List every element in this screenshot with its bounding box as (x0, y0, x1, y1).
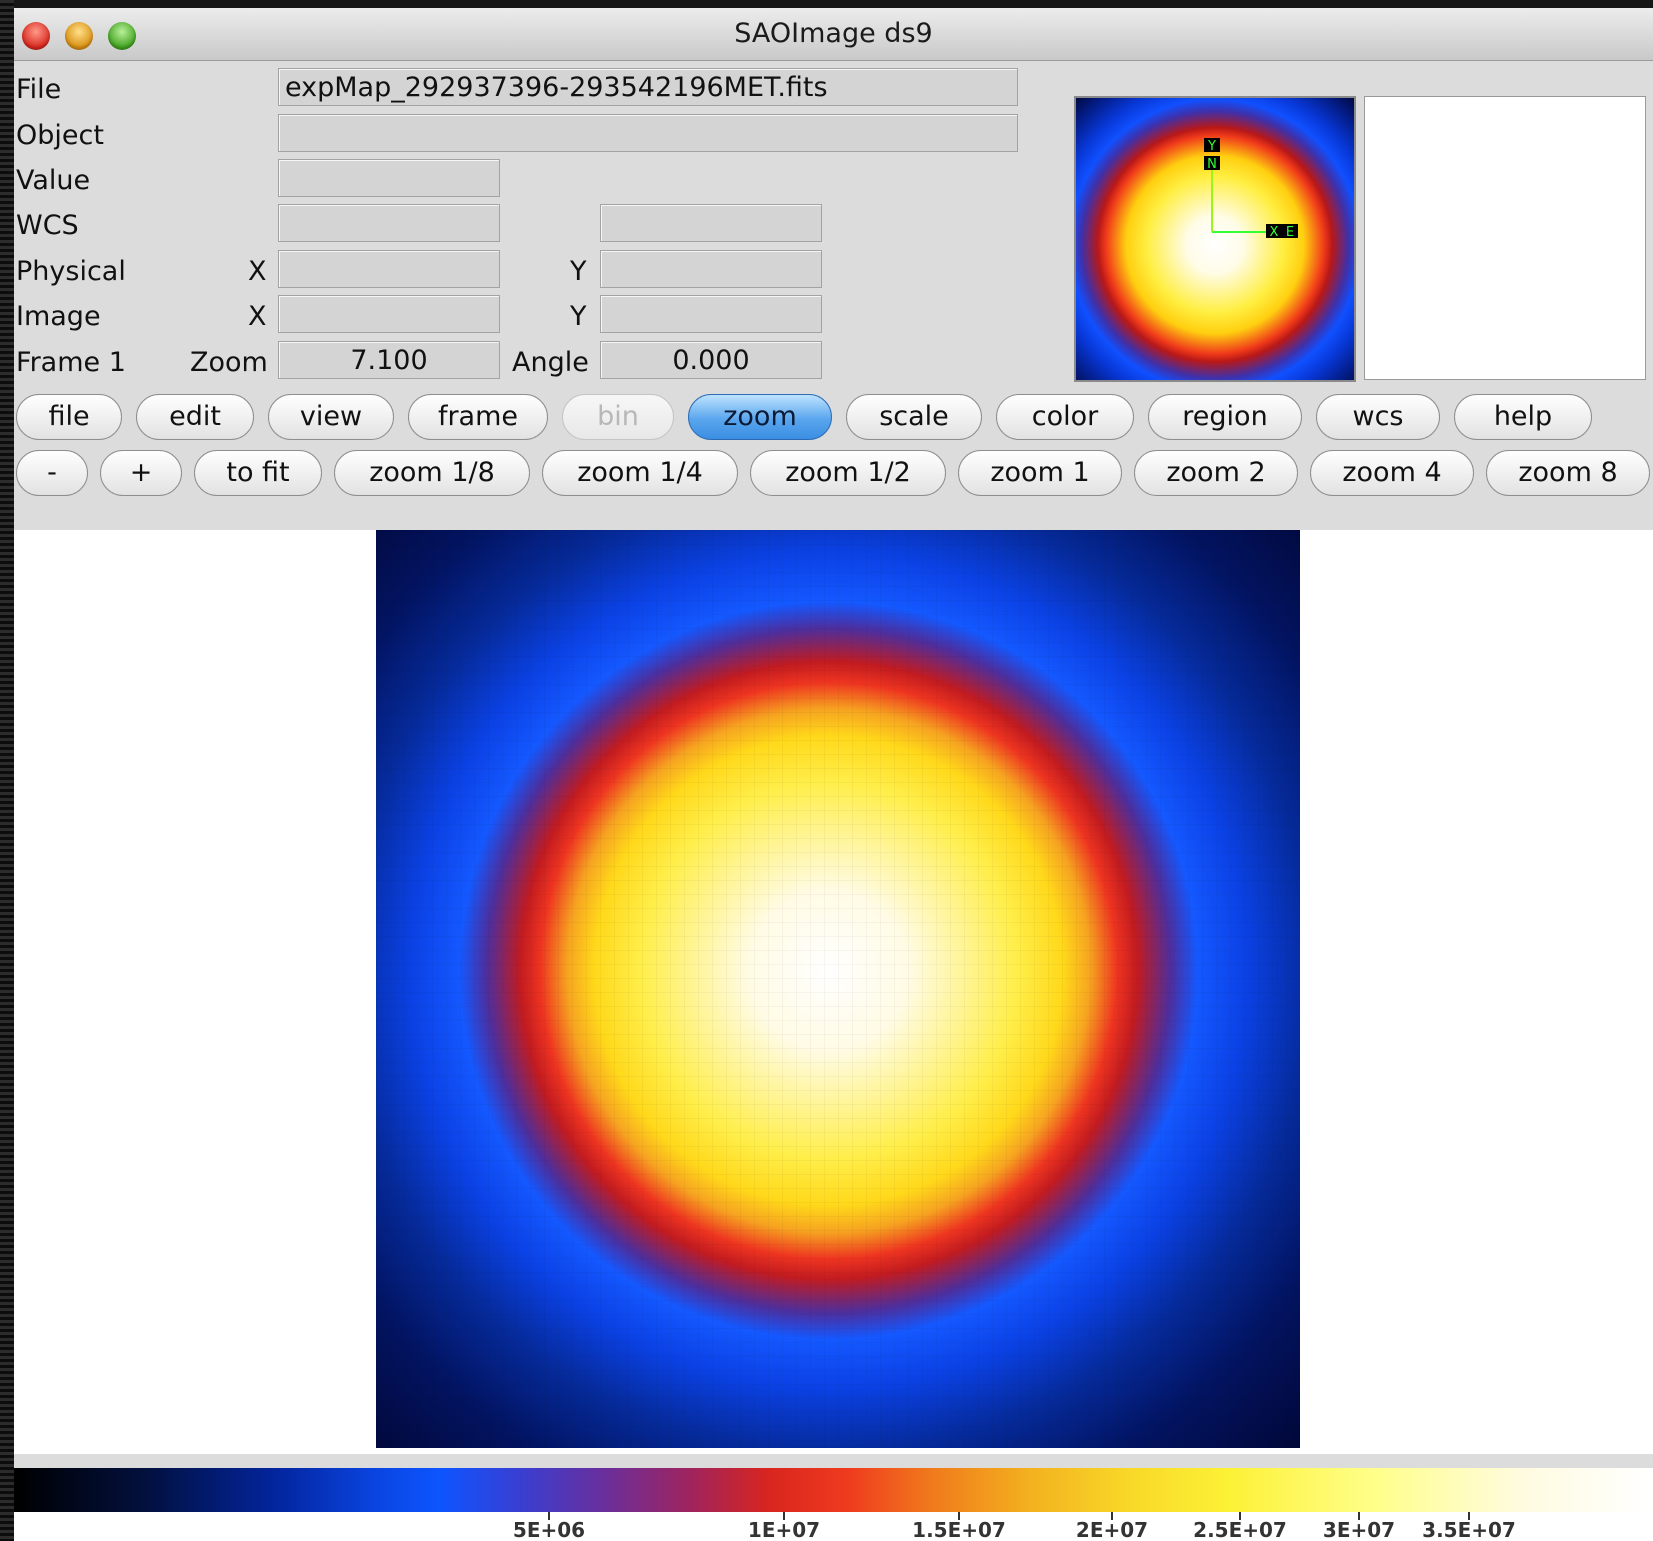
image-label: Image (16, 301, 101, 332)
colorbar-tick-label: 1.5E+07 (912, 1518, 1006, 1541)
zoom-window-button[interactable] (108, 22, 136, 50)
menu-edit-button[interactable]: edit (136, 394, 254, 440)
compass-y-label: Y (1207, 139, 1216, 154)
zoom-field: 7.100 (278, 341, 500, 379)
value-label: Value (16, 165, 91, 196)
colorbar-tick-mark (958, 1512, 960, 1520)
file-label: File (16, 74, 62, 105)
colorbar-tick-mark (1239, 1512, 1241, 1520)
desktop-edge (0, 0, 14, 1541)
zoom-8-button[interactable]: zoom 8 (1486, 450, 1650, 496)
zoom-1-4-button[interactable]: zoom 1/4 (542, 450, 738, 496)
physical-y-label: Y (570, 256, 587, 287)
file-field: expMap_292937396-293542196MET.fits (278, 68, 1018, 106)
image-x-label: X (248, 301, 267, 332)
exposure-map-image[interactable] (376, 530, 1300, 1448)
pixel-grid (376, 530, 1300, 1448)
menu-region-button[interactable]: region (1148, 394, 1302, 440)
colorbar-tick-mark (1468, 1512, 1470, 1520)
menu-scale-button[interactable]: scale (846, 394, 982, 440)
physical-label: Physical (16, 256, 126, 287)
zoom-4-button[interactable]: zoom 4 (1310, 450, 1474, 496)
colorbar-tick-label: 2.5E+07 (1193, 1518, 1287, 1541)
wcs-label: WCS (16, 210, 79, 241)
image-x-field (278, 295, 500, 333)
compass-icon: Y N X E (1204, 138, 1298, 240)
colorbar-tick-label: 2E+07 (1075, 1518, 1149, 1541)
panner[interactable]: Y N X E (1074, 96, 1356, 382)
compass-x-label: X (1270, 225, 1279, 240)
angle-field: 0.000 (600, 341, 822, 379)
zoom-1-2-button[interactable]: zoom 1/2 (750, 450, 946, 496)
zoom-button-bar: - + to fit zoom 1/8 zoom 1/4 zoom 1/2 zo… (14, 450, 1653, 500)
physical-y-field (600, 250, 822, 288)
magnifier (1364, 96, 1646, 380)
zoom-in-button[interactable]: + (100, 450, 182, 496)
colorbar-separator (14, 1454, 1653, 1468)
titlebar: SAOImage ds9 (14, 8, 1653, 61)
colorbar-ticks: 5E+06 1E+07 1.5E+07 2E+07 2.5E+07 3E+07 3.5E+0… (14, 1512, 1653, 1541)
zoom-out-button[interactable]: - (16, 450, 88, 496)
colorbar-tick-label: 1E+07 (747, 1518, 821, 1541)
wcs-y-field (600, 204, 822, 242)
zoom-1-button[interactable]: zoom 1 (958, 450, 1122, 496)
window-title: SAOImage ds9 (734, 18, 933, 49)
compass-e-label: E (1286, 225, 1294, 240)
menu-file-button[interactable]: file (16, 394, 122, 440)
frame-label: Frame 1 (16, 347, 126, 378)
menu-zoom-button[interactable]: zoom (688, 394, 832, 440)
menu-view-button[interactable]: view (268, 394, 394, 440)
value-field (278, 159, 500, 197)
menu-frame-button[interactable]: frame (408, 394, 548, 440)
zoom-1-8-button[interactable]: zoom 1/8 (334, 450, 530, 496)
minimize-window-button[interactable] (65, 22, 93, 50)
image-y-label: Y (570, 301, 587, 332)
colorbar-tick-mark (548, 1512, 550, 1520)
compass-n-label: N (1207, 157, 1217, 172)
image-y-field (600, 295, 822, 333)
angle-label: Angle (512, 347, 589, 378)
main-button-bar: file edit view frame bin zoom scale colo… (14, 394, 1653, 444)
wcs-x-field (278, 204, 500, 242)
physical-x-field (278, 250, 500, 288)
close-window-button[interactable] (22, 22, 50, 50)
physical-x-label: X (248, 256, 267, 287)
menu-color-button[interactable]: color (996, 394, 1134, 440)
colorbar-tick-mark (783, 1512, 785, 1520)
zoom-label: Zoom (190, 347, 268, 378)
object-label: Object (16, 120, 104, 151)
menu-bin-button[interactable]: bin (562, 394, 674, 440)
menu-wcs-button[interactable]: wcs (1316, 394, 1440, 440)
colorbar-tick-label: 3E+07 (1322, 1518, 1396, 1541)
menu-help-button[interactable]: help (1454, 394, 1592, 440)
colorbar-tick-mark (1111, 1512, 1113, 1520)
colorbar-tick-mark (1358, 1512, 1360, 1520)
zoom-to-fit-button[interactable]: to fit (194, 450, 322, 496)
colorbar-tick-label: 3.5E+07 (1422, 1518, 1516, 1541)
zoom-2-button[interactable]: zoom 2 (1134, 450, 1298, 496)
ds9-window: SAOImage ds9 File expMap_292937396-29354… (14, 8, 1653, 1541)
colorbar-tick-label: 5E+06 (512, 1518, 586, 1541)
image-display-canvas[interactable] (14, 530, 1653, 1454)
object-field (278, 114, 1018, 152)
colorbar[interactable] (14, 1468, 1653, 1512)
